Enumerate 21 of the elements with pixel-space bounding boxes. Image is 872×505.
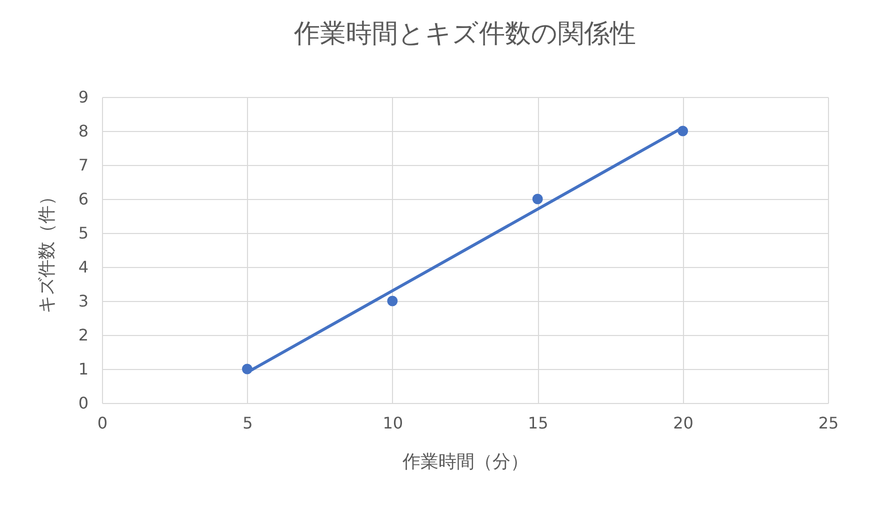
x-tick-label: 25 bbox=[818, 414, 839, 432]
y-tick-label: 6 bbox=[78, 190, 88, 208]
y-tick-label: 0 bbox=[78, 394, 88, 412]
y-tick-label: 8 bbox=[78, 122, 88, 140]
x-tick-label: 10 bbox=[382, 414, 404, 432]
x-tick-label: 5 bbox=[242, 414, 253, 432]
y-tick-label: 9 bbox=[78, 88, 88, 106]
point bbox=[532, 194, 543, 204]
x-tick-label: 15 bbox=[528, 414, 548, 432]
y-tick-label: 4 bbox=[78, 258, 88, 276]
x-axis-title: 作業時間（分） bbox=[402, 452, 528, 472]
y-tick-label: 2 bbox=[78, 326, 88, 344]
y-tick-label: 7 bbox=[78, 156, 88, 174]
x-tick-label: 20 bbox=[673, 414, 694, 432]
y-tick-label: 3 bbox=[78, 292, 88, 310]
point bbox=[387, 296, 398, 306]
x-tick-label: 0 bbox=[97, 414, 108, 432]
y-tick-label: 1 bbox=[78, 360, 88, 378]
y-tick-label: 5 bbox=[78, 224, 88, 242]
chart-title: 作業時間とキズ件数の関係性 bbox=[293, 19, 636, 49]
y-axis-title: キズ件数（件） bbox=[36, 188, 58, 314]
